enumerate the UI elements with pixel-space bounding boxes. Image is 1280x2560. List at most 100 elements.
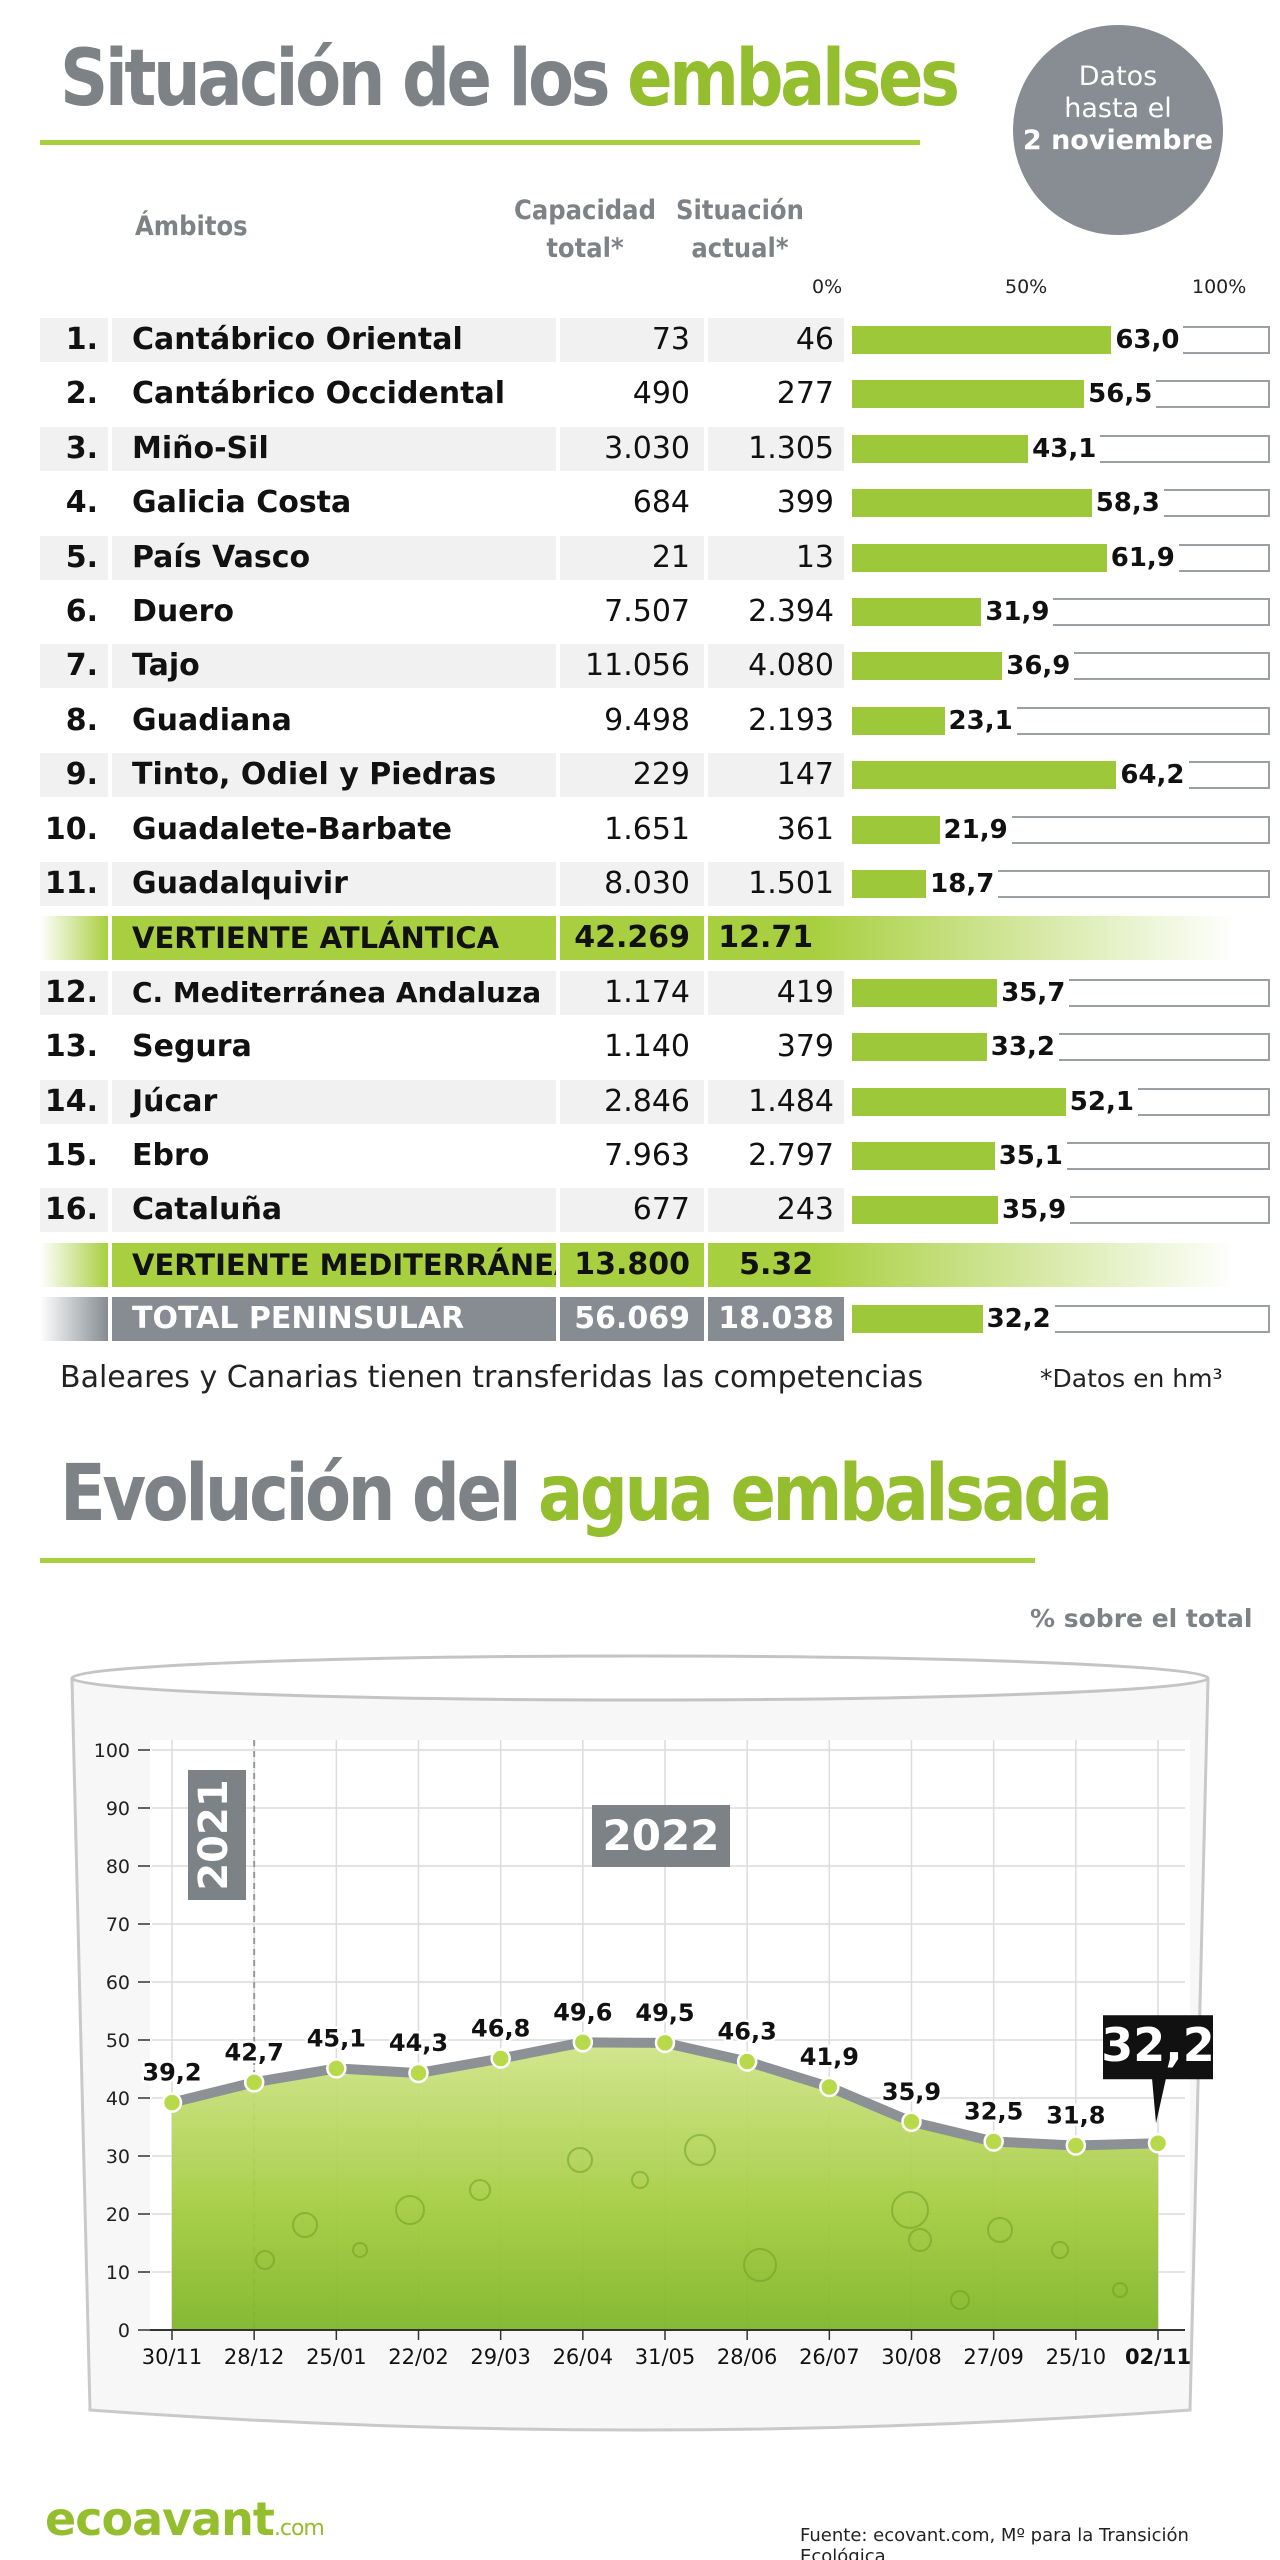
highlight-pointer	[1152, 2078, 1166, 2124]
bar-fill	[852, 1305, 987, 1334]
water-bubble	[684, 2134, 716, 2166]
row-number: 14.	[40, 1079, 108, 1124]
row-name: VERTIENTE MEDITERRÁNEA	[112, 1242, 556, 1287]
data-point	[819, 2076, 840, 2098]
row-name: TOTAL PENINSULAR	[112, 1297, 556, 1342]
table-row: 12. C. Mediterránea Andaluza 1.174 419 35,7	[40, 970, 1270, 1015]
row-name: Miño-Sil	[112, 426, 556, 471]
row-current: 1.501	[708, 862, 844, 906]
data-label: 32,5	[964, 2098, 1023, 2126]
water-bubble	[395, 2195, 425, 2225]
row-bar: 21,9	[812, 808, 1270, 852]
y-tick-label: 90	[106, 1798, 130, 1820]
data-point	[901, 2111, 922, 2133]
row-current: 4.080	[708, 644, 844, 689]
water-bubble	[950, 2290, 970, 2310]
subtotal-gradient	[812, 1242, 1236, 1287]
row-current: 46	[708, 318, 844, 362]
row-name: VERTIENTE ATLÁNTICA	[112, 916, 556, 961]
subtotal-gradient	[812, 916, 1236, 961]
title-part-green: embalses	[627, 34, 960, 124]
data-point	[326, 2058, 347, 2079]
row-name: Duero	[112, 590, 556, 634]
row-capacity: 3.030	[560, 426, 704, 471]
table-row: 16. Cataluña 677 243 35,9	[40, 1188, 1270, 1233]
bar-value-label: 35,9	[998, 1194, 1071, 1227]
data-label: 45,1	[307, 2024, 366, 2052]
bar-fill	[852, 652, 1007, 681]
row-name: C. Mediterránea Andaluza	[112, 970, 556, 1015]
badge-line-3: 2 noviembre	[1022, 125, 1214, 156]
row-current: 1.484	[708, 1079, 844, 1124]
x-tick-label: 25/10	[1046, 2345, 1107, 2369]
title-part-grey: Situación de los	[60, 34, 611, 124]
bar-fill	[852, 380, 1089, 409]
table-row: 7. Tajo 11.056 4.080 36,9	[40, 644, 1270, 689]
subtotal-row: VERTIENTE MEDITERRÁNEA 13.800 5.322	[40, 1242, 1240, 1287]
row-number: 8.	[40, 698, 108, 743]
bar-fill	[852, 434, 1033, 463]
chart-title-part-grey: Evolución del	[60, 1449, 522, 1539]
brand-suffix: .com	[273, 2516, 325, 2541]
row-bar: 52,1	[812, 1080, 1270, 1124]
row-capacity: 1.651	[560, 807, 704, 852]
row-capacity: 2.846	[560, 1079, 704, 1124]
row-capacity: 7.507	[560, 590, 704, 634]
pct-tick-100: 100%	[1192, 276, 1247, 298]
row-current: 1.305	[708, 426, 844, 471]
brand-logo: ecoavant.com	[45, 2492, 325, 2546]
table-row: 1. Cantábrico Oriental 73 46 63,0	[40, 318, 1270, 362]
source-note: Fuente: ecovant.com, Mº para la Transici…	[800, 2525, 1189, 2560]
data-label: 39,2	[142, 2059, 201, 2087]
highlight-box	[1103, 2015, 1213, 2080]
water-bubble	[743, 2248, 777, 2282]
data-label: 46,8	[471, 2015, 530, 2043]
bar-fill	[852, 706, 949, 735]
data-point	[654, 2032, 676, 2054]
water-bubble	[1112, 2282, 1128, 2298]
row-capacity: 42.269	[560, 916, 704, 961]
row-bar: 18,7	[812, 862, 1270, 906]
row-number: 9.	[40, 753, 108, 798]
bar-fill	[852, 761, 1121, 790]
header-capacidad-line1: Capacidad	[514, 195, 656, 226]
bar-value-label: 33,2	[986, 1031, 1059, 1064]
row-capacity: 1.140	[560, 1025, 704, 1070]
x-tick-label: 25/01	[306, 2345, 367, 2369]
bar-fill	[852, 543, 1111, 572]
data-point	[1147, 2132, 1169, 2154]
data-point	[983, 2131, 1004, 2152]
y-tick-label: 80	[106, 1856, 130, 1878]
header-capacidad-line2: total*	[546, 233, 624, 264]
row-current: 147	[708, 753, 844, 798]
data-label: 35,9	[882, 2078, 941, 2106]
row-number: 10.	[40, 807, 108, 852]
bar-value-label: 56,5	[1084, 378, 1157, 411]
row-current: 18.038	[708, 1297, 844, 1342]
row-current: 399	[708, 481, 844, 526]
badge-line-1: Datos	[1078, 61, 1158, 92]
row-number: 13.	[40, 1025, 108, 1070]
data-point	[572, 2032, 594, 2053]
x-tick-label: 28/12	[224, 2345, 285, 2369]
main-title: Situación de los embalses	[60, 40, 960, 118]
row-name: Tajo	[112, 644, 556, 689]
table-row: 15. Ebro 7.963 2.797 35,1	[40, 1134, 1270, 1178]
row-number: 5.	[40, 535, 108, 580]
water-bubble	[352, 2242, 368, 2258]
x-tick-label: 26/07	[799, 2345, 860, 2369]
row-number-band	[40, 1242, 108, 1287]
table-row: 2. Cantábrico Occidental 490 277 56,5	[40, 372, 1270, 417]
footnote-right: *Datos en hm³	[1040, 1364, 1223, 1393]
x-tick-label: 02/11	[1125, 2345, 1191, 2369]
year-2022-label: 2022	[603, 1811, 720, 1860]
water-bubble	[631, 2171, 649, 2189]
row-bar: 61,9	[812, 536, 1270, 580]
percent-caption: % sobre el total	[1030, 1604, 1253, 1633]
total-row: TOTAL PENINSULAR 56.069 18.038 32,2	[40, 1297, 1270, 1342]
row-current: 361	[708, 807, 844, 852]
row-current: 379	[708, 1025, 844, 1070]
y-tick-label: 60	[106, 1972, 130, 1994]
data-point	[408, 2062, 429, 2084]
row-number: 7.	[40, 644, 108, 689]
